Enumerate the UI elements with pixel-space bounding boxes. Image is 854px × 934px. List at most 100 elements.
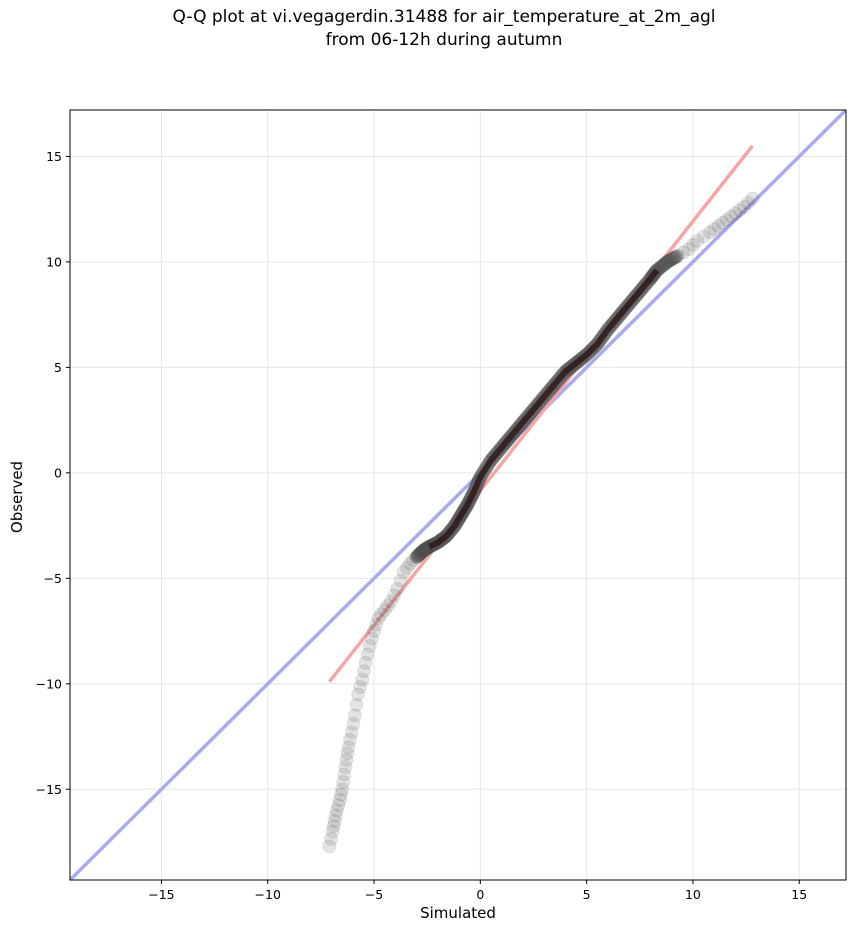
- x-tick-label-0: −15: [148, 887, 174, 902]
- x-tick-label-1: −10: [255, 887, 281, 902]
- chart-title-line-1: Q-Q plot at vi.vegagerdin.31488 for air_…: [172, 7, 716, 27]
- quantile-point-234: [661, 253, 676, 268]
- quantile-point-42: [403, 556, 418, 571]
- y-tick-label-0: −15: [36, 782, 62, 797]
- quantile-point-17: [343, 732, 358, 747]
- points-layer: [322, 191, 760, 854]
- quantile-point-20: [347, 708, 362, 723]
- quantile-point-30: [367, 624, 382, 639]
- quantile-point-48: [413, 546, 428, 561]
- x-tick-label-6: 15: [791, 887, 807, 902]
- quantile-point-3: [326, 819, 341, 834]
- quantile-point-253: [732, 203, 747, 218]
- quantile-point-233: [660, 254, 675, 269]
- quantile-point-8: [333, 792, 348, 807]
- quantile-point-244: [690, 233, 705, 248]
- grid-lines: [70, 110, 846, 880]
- quantile-point-14: [339, 752, 354, 767]
- quantile-point-12: [337, 767, 352, 782]
- quantile-point-21: [349, 697, 364, 712]
- fit-line: [328, 144, 754, 683]
- quantile-point-50: [415, 544, 430, 559]
- quantile-point-4: [327, 813, 342, 828]
- quantile-point-16: [341, 740, 356, 755]
- y-tick-label-6: 15: [46, 149, 62, 164]
- quantile-point-249: [715, 215, 730, 230]
- quantile-point-252: [728, 206, 743, 221]
- quantile-point-44: [409, 550, 424, 565]
- x-tick-label-4: 5: [583, 887, 591, 902]
- y-tick-label-1: −10: [36, 676, 62, 691]
- quantile-point-237: [666, 251, 681, 266]
- quantile-point-242: [681, 242, 696, 257]
- quantile-point-39: [393, 573, 408, 588]
- quantile-point-247: [707, 222, 722, 237]
- quantile-point-238: [668, 250, 683, 265]
- quantile-point-34: [377, 602, 392, 617]
- x-axis-ticks: −15 −10 −5 0 5 10 15: [148, 880, 807, 902]
- y-tick-label-2: −5: [44, 571, 62, 586]
- quantile-point-245: [696, 229, 711, 244]
- quantile-point-19: [346, 716, 361, 731]
- quantile-point-236: [664, 252, 679, 267]
- quantile-point-246: [702, 225, 717, 240]
- quantile-point-51: [415, 543, 430, 558]
- quantile-point-229: [654, 259, 669, 274]
- quantile-point-231: [657, 257, 672, 272]
- chart-title-line-2: from 06-12h during autumn: [325, 30, 563, 50]
- quantile-point-6: [329, 803, 344, 818]
- quantile-point-243: [685, 238, 700, 253]
- quantile-point-5: [328, 808, 343, 823]
- quantile-point-26: [358, 655, 373, 670]
- quantile-point-35: [380, 598, 395, 613]
- quantile-point-29: [364, 631, 379, 646]
- x-axis-label: Simulated: [420, 904, 496, 922]
- quantile-point-255: [741, 195, 756, 210]
- quantile-point-239: [669, 249, 684, 264]
- x-tick-label-5: 10: [685, 887, 701, 902]
- quantile-point-9: [334, 787, 349, 802]
- y-axis-label: Observed: [8, 460, 26, 534]
- quantile-point-23: [353, 679, 368, 694]
- plot-frame: [69, 109, 847, 881]
- quantile-point-1: [323, 831, 338, 846]
- quantile-point-248: [711, 219, 726, 234]
- quantile-point-15: [340, 746, 355, 761]
- y-tick-label-4: 5: [54, 360, 62, 375]
- quantile-point-10: [335, 782, 350, 797]
- quantile-point-27: [360, 647, 375, 662]
- quantile-point-37: [387, 588, 402, 603]
- y-tick-label-5: 10: [46, 254, 62, 269]
- chart-title: Q-Q plot at vi.vegagerdin.31488 for air_…: [0, 6, 854, 52]
- y-axis-ticks: −15 −10 −5 0 5 10 15: [36, 149, 70, 797]
- quantile-point-18: [344, 725, 359, 740]
- y-tick-label-3: 0: [54, 465, 62, 480]
- x-tick-label-2: −5: [365, 887, 383, 902]
- quantile-point-28: [362, 638, 377, 653]
- quantile-point-25: [356, 664, 371, 679]
- quantile-point-33: [374, 607, 389, 622]
- quantile-point-45: [410, 549, 425, 564]
- lines-layer: [70, 110, 846, 880]
- reference-line: [70, 110, 846, 880]
- quantile-point-7: [331, 798, 346, 813]
- quantile-point-46: [411, 548, 426, 563]
- quantile-point-41: [399, 560, 414, 575]
- quantile-point-230: [655, 258, 670, 273]
- quantile-point-49: [414, 545, 429, 560]
- quantile-point-232: [658, 256, 673, 271]
- quantile-point-2: [325, 824, 340, 839]
- quantile-point-36: [384, 594, 399, 609]
- quantile-point-254: [736, 200, 751, 215]
- quantile-point-38: [390, 581, 405, 596]
- quantile-point-11: [336, 774, 351, 789]
- quantile-point-53: [417, 542, 432, 557]
- quantile-point-52: [416, 543, 431, 558]
- quantile-point-13: [338, 760, 353, 775]
- quantile-point-0: [322, 839, 337, 854]
- quantile-point-240: [671, 248, 686, 263]
- quantile-point-32: [371, 611, 386, 626]
- quantile-point-22: [351, 687, 366, 702]
- quantile-point-256: [745, 191, 760, 206]
